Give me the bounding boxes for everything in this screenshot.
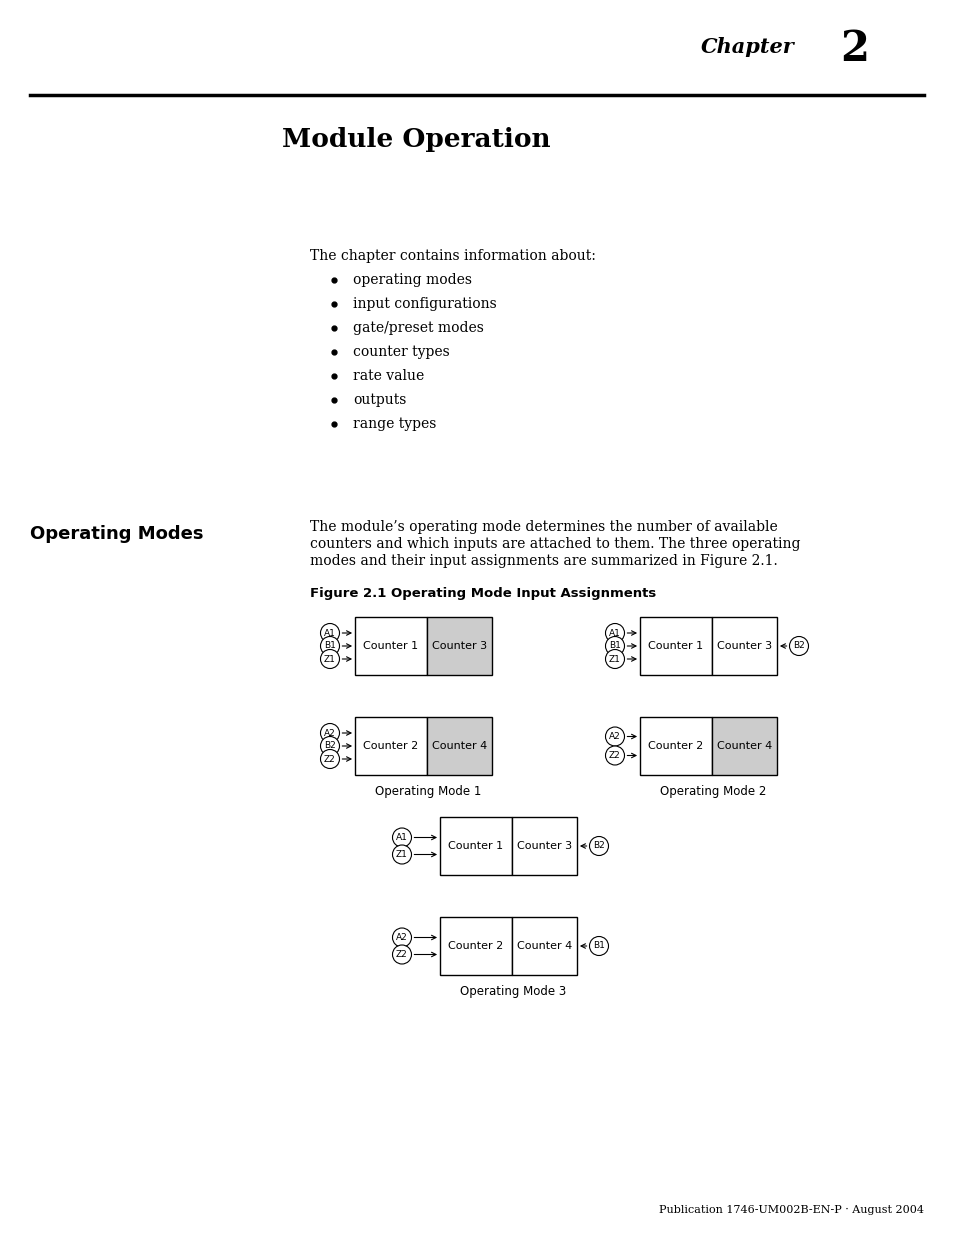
Text: Operating Mode 3: Operating Mode 3 (460, 986, 566, 998)
Circle shape (320, 736, 339, 756)
Text: Z2: Z2 (324, 755, 335, 763)
Circle shape (392, 927, 411, 947)
Text: B2: B2 (324, 741, 335, 751)
Text: Chapter: Chapter (700, 37, 794, 57)
Text: Z2: Z2 (395, 950, 408, 960)
Circle shape (605, 650, 624, 668)
Text: range types: range types (353, 417, 436, 431)
Text: modes and their input assignments are summarized in Figure 2.1.: modes and their input assignments are su… (310, 555, 777, 568)
Bar (711, 618, 776, 676)
Text: counter types: counter types (353, 345, 449, 359)
Text: Counter 4: Counter 4 (716, 741, 771, 751)
Text: Operating Modes: Operating Modes (30, 525, 203, 543)
Text: The chapter contains information about:: The chapter contains information about: (310, 249, 596, 263)
Text: Counter 4: Counter 4 (517, 941, 572, 951)
Text: Counter 3: Counter 3 (517, 841, 572, 851)
Text: Operating Mode 1: Operating Mode 1 (375, 785, 481, 798)
Circle shape (589, 936, 608, 956)
Circle shape (605, 636, 624, 656)
Text: Figure 2.1 Operating Mode Input Assignments: Figure 2.1 Operating Mode Input Assignme… (310, 587, 656, 600)
Circle shape (605, 746, 624, 764)
Text: operating modes: operating modes (353, 273, 472, 287)
Bar (427, 618, 492, 676)
Text: Z1: Z1 (324, 655, 335, 663)
Text: Counter 4: Counter 4 (432, 741, 487, 751)
Bar (439, 818, 512, 876)
Bar (711, 718, 776, 776)
Text: The module’s operating mode determines the number of available: The module’s operating mode determines t… (310, 520, 777, 534)
Bar (639, 718, 711, 776)
Text: B1: B1 (593, 941, 604, 951)
Circle shape (392, 945, 411, 965)
Circle shape (392, 845, 411, 864)
Bar (512, 818, 577, 876)
Circle shape (605, 727, 624, 746)
Circle shape (320, 750, 339, 768)
Circle shape (320, 650, 339, 668)
Circle shape (589, 836, 608, 856)
Text: 2: 2 (840, 28, 868, 70)
Text: Operating Mode 2: Operating Mode 2 (659, 785, 766, 798)
Text: Counter 2: Counter 2 (448, 941, 503, 951)
Circle shape (320, 624, 339, 642)
Text: Counter 3: Counter 3 (432, 641, 487, 651)
Bar (512, 918, 577, 974)
Text: Module Operation: Module Operation (282, 127, 550, 152)
Text: A2: A2 (395, 932, 408, 942)
Text: A1: A1 (324, 629, 335, 637)
Circle shape (320, 636, 339, 656)
Text: outputs: outputs (353, 393, 406, 408)
Text: B1: B1 (324, 641, 335, 651)
Text: B2: B2 (593, 841, 604, 851)
Bar (439, 918, 512, 974)
Text: counters and which inputs are attached to them. The three operating: counters and which inputs are attached t… (310, 537, 800, 551)
Circle shape (392, 827, 411, 847)
Text: A2: A2 (324, 729, 335, 737)
Text: B1: B1 (608, 641, 620, 651)
Bar (639, 618, 711, 676)
Text: gate/preset modes: gate/preset modes (353, 321, 483, 335)
Text: Publication 1746-UM002B-EN-P · August 2004: Publication 1746-UM002B-EN-P · August 20… (659, 1205, 923, 1215)
Circle shape (320, 724, 339, 742)
Text: A1: A1 (395, 832, 408, 842)
Text: A2: A2 (608, 732, 620, 741)
Bar (427, 718, 492, 776)
Text: Z1: Z1 (395, 850, 408, 860)
Text: B2: B2 (792, 641, 804, 651)
Text: Counter 1: Counter 1 (648, 641, 702, 651)
Circle shape (605, 624, 624, 642)
Bar (355, 718, 427, 776)
Bar (355, 618, 427, 676)
Text: Z2: Z2 (608, 751, 620, 760)
Text: Counter 3: Counter 3 (717, 641, 771, 651)
Text: input configurations: input configurations (353, 296, 497, 311)
Text: Counter 2: Counter 2 (648, 741, 703, 751)
Circle shape (789, 636, 807, 656)
Text: rate value: rate value (353, 369, 424, 383)
Text: A1: A1 (608, 629, 620, 637)
Text: Counter 1: Counter 1 (363, 641, 418, 651)
Text: Z1: Z1 (608, 655, 620, 663)
Text: Counter 2: Counter 2 (363, 741, 418, 751)
Text: Counter 1: Counter 1 (448, 841, 503, 851)
